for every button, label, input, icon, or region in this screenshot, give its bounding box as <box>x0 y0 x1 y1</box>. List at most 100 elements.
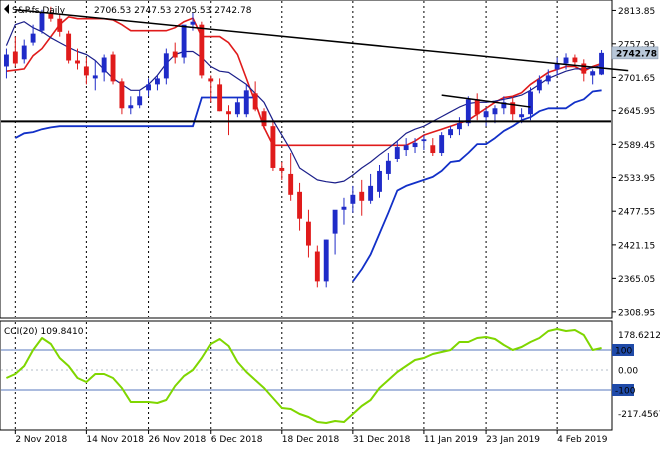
y-tick-label: 2701.65 <box>618 74 655 84</box>
candle-body <box>12 51 18 64</box>
candle-body <box>359 191 365 201</box>
candle-body <box>385 160 391 174</box>
candle-body <box>30 33 36 43</box>
candle-body <box>110 54 116 82</box>
candle-body <box>412 142 418 148</box>
candle-body <box>465 99 471 124</box>
candle-body <box>536 79 542 91</box>
candle-body <box>261 111 267 127</box>
x-tick-label: 14 Nov 2018 <box>86 435 144 445</box>
candle-body <box>92 75 98 79</box>
candle-body <box>403 145 409 151</box>
candle-body <box>288 173 294 195</box>
trendline <box>15 9 629 72</box>
date-axis: 2 Nov 2018 14 Nov 2018 26 Nov 2018 6 Dec 20… <box>14 430 608 445</box>
candle-body <box>128 105 134 109</box>
cci-tick-label: -217.4567 <box>618 410 660 420</box>
last-price-tag: 2742.78 <box>611 46 659 60</box>
candle-body <box>323 239 329 282</box>
price-axis: 2813.85 2757.95 2701.65 2645.95 2589.45 2533.… <box>612 7 655 318</box>
candle-body <box>83 66 89 76</box>
candle-body <box>172 51 178 58</box>
lower-band-2-line <box>352 89 602 282</box>
candle-body <box>163 53 169 79</box>
candle-body <box>305 221 311 246</box>
candle-body <box>545 75 551 82</box>
y-tick-label: 2365.05 <box>618 275 655 285</box>
candle-body <box>430 145 436 154</box>
y-tick-label: 2813.85 <box>618 7 655 17</box>
candle-body <box>501 102 507 109</box>
candle-body <box>314 251 320 282</box>
candle-body <box>21 45 27 60</box>
candle-body <box>377 170 382 192</box>
x-tick-label: 26 Nov 2018 <box>149 435 207 445</box>
y-tick-label: 2589.45 <box>618 141 655 151</box>
candle-body <box>279 167 285 171</box>
candle-body <box>456 123 462 130</box>
levels-and-trendlines <box>1 9 629 123</box>
x-tick-label: 18 Dec 2018 <box>282 435 340 445</box>
candle-body <box>252 93 258 110</box>
candle-body <box>199 24 205 76</box>
cci-tick-label: 0.00 <box>618 367 638 377</box>
cci-level-label: -100 <box>615 387 636 397</box>
cci-pane: 178.6212 100 0.00 -100 -217.4567 CCI(20) 109… <box>0 320 660 431</box>
candle-body <box>394 147 400 159</box>
candle-body <box>554 63 560 70</box>
x-tick-label: 6 Dec 2018 <box>211 435 263 445</box>
candle-body <box>572 57 578 63</box>
candle-body <box>146 84 152 91</box>
candle-body <box>474 99 480 115</box>
candle-body <box>39 12 45 31</box>
candle-body <box>519 114 525 118</box>
candle-body <box>226 111 231 115</box>
candle-body <box>332 209 338 234</box>
candle-body <box>297 191 303 219</box>
ohlc-label: 2706.53 2747.53 2705.53 2742.78 <box>94 6 252 16</box>
candle-body <box>590 71 596 76</box>
x-tick-label: 4 Feb 2019 <box>557 435 608 445</box>
trendline-2 <box>441 94 531 108</box>
candle-body <box>190 21 196 25</box>
cci-level-box <box>612 384 634 396</box>
cci-line <box>5 328 602 424</box>
candle-body <box>510 102 516 115</box>
cci-level-label: 100 <box>615 347 632 357</box>
candle-body <box>448 129 454 136</box>
candle-body <box>243 90 249 115</box>
candle-body <box>75 60 80 64</box>
candle-body <box>217 84 223 112</box>
candle-body <box>3 54 9 67</box>
y-tick-label: 2645.95 <box>618 107 655 117</box>
candle-body <box>421 139 427 142</box>
y-tick-label: 2533.95 <box>618 174 655 184</box>
y-tick-label: 2477.55 <box>618 208 655 218</box>
last-price-box <box>611 46 659 60</box>
cci-series <box>5 328 602 424</box>
price-frame <box>0 0 613 319</box>
price-pane: 2813.85 2757.95 2701.65 2645.95 2589.45 2533.… <box>0 0 659 319</box>
candle-body <box>66 33 72 61</box>
x-tick-label: 23 Jan 2019 <box>486 435 540 445</box>
candle-body <box>341 206 347 210</box>
y-tick-label: 2421.15 <box>618 241 655 251</box>
cci-title: CCI(20) 109.8410 <box>4 327 84 337</box>
cci-tick-label: 178.6212 <box>618 331 660 341</box>
candle-body <box>137 96 143 106</box>
candle-body <box>581 63 587 74</box>
collapse-arrow-icon[interactable] <box>4 4 9 14</box>
candle-body <box>270 126 276 168</box>
candle-body <box>599 52 605 75</box>
chart-header: S&P.fs,Daily 2706.53 2747.53 2705.53 274… <box>4 4 252 16</box>
candle-body <box>528 91 533 115</box>
candles <box>3 6 605 288</box>
lower-band-line <box>14 96 256 139</box>
cci-frame <box>0 320 613 431</box>
y-tick-label: 2308.95 <box>618 308 655 318</box>
last-price-label: 2742.78 <box>616 49 657 59</box>
candle-body <box>208 78 214 82</box>
candle-body <box>368 185 374 201</box>
